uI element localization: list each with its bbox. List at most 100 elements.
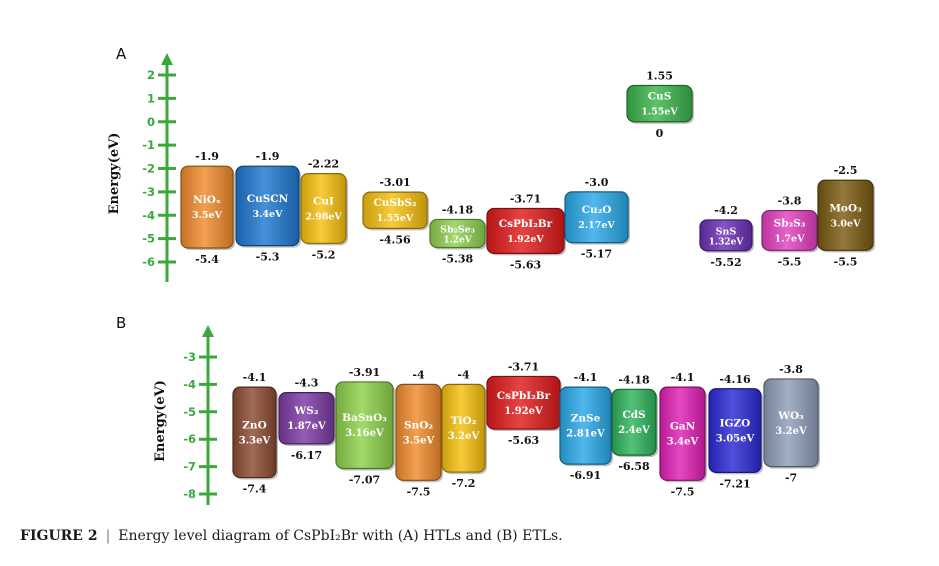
- material-label: NiOₓ: [193, 194, 221, 206]
- bandgap-label: 1.92eV: [507, 234, 544, 245]
- vb-value-label: -7.2: [452, 477, 476, 490]
- vb-value-label: -5.17: [581, 248, 612, 261]
- panel-b: B -3 -4 -5 -6 -7 -8 Energy(eV) ZnO 3.3eV -4.1 -7.4 W…: [116, 314, 820, 505]
- material-box: [559, 386, 612, 465]
- y-tick-label: -5: [142, 232, 155, 246]
- cb-value-label: -4.18: [442, 203, 474, 216]
- panel-a: A 2 1 0 -1 -2 -3 -4 -5 -6 Energy(eV) NiOₓ 3.5eV -1.9 -…: [107, 45, 875, 282]
- material-label: CuS: [648, 91, 672, 103]
- y-tick-label: -8: [183, 487, 196, 501]
- vb-value-label: -7.5: [671, 485, 695, 498]
- vb-value-label: -5.63: [510, 258, 541, 271]
- vb-value-label: -6.17: [291, 449, 322, 462]
- bandgap-label: 3.16eV: [345, 428, 384, 439]
- vb-value-label: -7.5: [407, 485, 431, 498]
- material-box: [335, 381, 394, 470]
- material-label: Cu₂O: [582, 204, 612, 216]
- y-tick-label: -6: [183, 432, 196, 446]
- bandgap-label: 2.4eV: [618, 425, 650, 436]
- material-box: [300, 173, 347, 244]
- y-axis-arrow: [202, 325, 214, 337]
- material-box: [278, 392, 335, 445]
- bandgap-label: 3.2eV: [448, 431, 480, 442]
- cb-value-label: -2.22: [308, 158, 339, 171]
- bandgap-label: 3.0eV: [831, 218, 862, 229]
- y-axis-title: Energy(eV): [107, 133, 122, 215]
- cb-value-label: -4.1: [574, 371, 598, 384]
- vb-value-label: 0: [656, 127, 664, 140]
- y-tick-label: -4: [183, 377, 196, 391]
- material-box: [362, 191, 428, 229]
- material-label: ZnO: [242, 419, 266, 431]
- vb-value-label: -5.5: [834, 255, 858, 268]
- material-label: MoO₃: [829, 202, 862, 214]
- vb-value-label: -5.2: [312, 248, 336, 261]
- cb-value-label: -4.2: [714, 204, 738, 217]
- material-label: WS₂: [294, 405, 319, 417]
- material-label: IGZO: [720, 418, 751, 430]
- cb-value-label: -3.71: [510, 192, 541, 205]
- material-box: [395, 383, 442, 481]
- material-label: CuSbS₂: [373, 197, 416, 209]
- material-box: [564, 191, 629, 244]
- bandgap-label: 3.4eV: [667, 437, 699, 448]
- figure-caption: FIGURE 2 | Energy level diagram of CsPbI₂B…: [20, 528, 563, 544]
- cb-value-label: -1.9: [195, 150, 219, 163]
- bandgap-label: 1.2eV: [443, 235, 472, 245]
- material-label: Sb₂Se₃: [440, 224, 475, 235]
- cb-value-label: -4: [457, 368, 470, 381]
- material-label: WO₃: [777, 410, 804, 422]
- material-box: [232, 386, 277, 479]
- y-axis-title: Energy(eV): [153, 380, 168, 462]
- material-label: CuSCN: [247, 193, 289, 205]
- cb-value-label: -4: [412, 368, 425, 381]
- caption-separator: |: [105, 528, 111, 544]
- y-tick-label: 2: [147, 68, 155, 82]
- bandgap-label: 3.5eV: [403, 435, 435, 446]
- material-box: [659, 386, 706, 481]
- bandgap-label: 1.55eV: [377, 213, 414, 224]
- bandgap-label: 1.87eV: [287, 421, 326, 432]
- material-label: SnS: [716, 226, 737, 237]
- energy-diagram-figure: A 2 1 0 -1 -2 -3 -4 -5 -6 Energy(eV) NiOₓ 3.5eV -1.9 -…: [107, 45, 875, 505]
- y-tick-label: -3: [142, 185, 155, 199]
- cb-value-label: -3.01: [379, 176, 410, 189]
- material-box: [611, 388, 657, 456]
- cb-value-label: -4.1: [243, 371, 267, 384]
- bandgap-label: 1.92eV: [504, 406, 543, 417]
- y-tick-label: -5: [183, 405, 196, 419]
- y-tick-label: -4: [142, 208, 155, 222]
- vb-value-label: -4.56: [379, 233, 411, 246]
- cb-value-label: -4.1: [671, 371, 695, 384]
- material-box: [817, 179, 874, 251]
- material-box: [699, 219, 753, 252]
- cb-value-label: -3.8: [779, 363, 803, 376]
- vb-value-label: -7: [785, 472, 797, 485]
- material-box: [180, 165, 234, 249]
- material-box: [708, 388, 762, 473]
- material-label: GaN: [670, 421, 696, 433]
- bandgap-label: 2.81eV: [566, 429, 605, 440]
- material-box: [626, 84, 693, 123]
- panel-label: A: [116, 45, 127, 63]
- vb-value-label: -5.4: [195, 253, 219, 266]
- panel-label: B: [116, 314, 126, 332]
- cb-value-label: -4.18: [618, 373, 650, 386]
- material-label: CuI: [313, 195, 334, 207]
- vb-value-label: -5.3: [256, 251, 280, 264]
- material-label: BaSnO₃: [342, 412, 387, 424]
- cb-value-label: -4.3: [295, 377, 319, 390]
- material-label: Sb₂S₃: [774, 217, 806, 229]
- vb-value-label: -5.38: [442, 253, 474, 266]
- y-tick-label: -7: [183, 460, 196, 474]
- bandgap-label: 3.2eV: [775, 426, 807, 437]
- material-label: CsPbI₂Br: [499, 218, 553, 230]
- material-label: CsPbI₂Br: [497, 390, 551, 402]
- vb-value-label: -5.63: [508, 434, 539, 447]
- y-tick-label: 1: [147, 91, 155, 105]
- cb-value-label: -3.8: [778, 195, 802, 208]
- material-box: [235, 165, 300, 247]
- vb-value-label: -7.07: [349, 474, 380, 487]
- bandgap-label: 3.3eV: [239, 435, 271, 446]
- material-label: ZnSe: [571, 413, 601, 425]
